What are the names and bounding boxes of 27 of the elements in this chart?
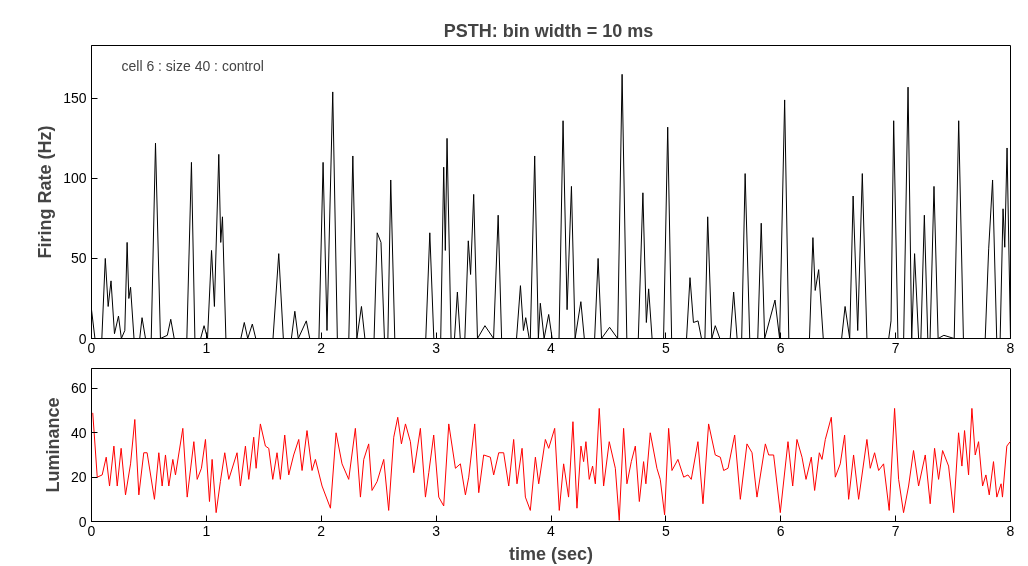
y-tick-label: 150 xyxy=(63,90,87,107)
y-tick-label: 20 xyxy=(70,469,87,486)
x-tick-label: 7 xyxy=(891,522,900,539)
x-tick-label: 6 xyxy=(776,339,785,356)
annotation: cell 6 : size 40 : control xyxy=(121,57,264,74)
x-tick-label: 3 xyxy=(432,522,441,539)
x-tick-label: 1 xyxy=(202,522,211,539)
x-tick-label: 4 xyxy=(547,522,556,539)
x-tick-label: 2 xyxy=(317,339,326,356)
x-tick-label: 3 xyxy=(432,339,441,356)
x-tick-label: 2 xyxy=(317,522,326,539)
x-tick-label: 5 xyxy=(661,339,670,356)
x-tick-label: 1 xyxy=(202,339,211,356)
y-tick-label: 50 xyxy=(70,250,87,267)
y-axis-title: Luminance xyxy=(42,397,63,493)
y-axis-title: Firing Rate (Hz) xyxy=(35,125,56,259)
y-tick-label: 60 xyxy=(70,380,87,397)
x-tick-label: 6 xyxy=(776,522,785,539)
y-tick-label: 100 xyxy=(63,170,87,187)
x-tick-label: 4 xyxy=(547,339,556,356)
chart-title: PSTH: bin width = 10 ms xyxy=(443,20,654,41)
x-tick-label: 5 xyxy=(661,522,670,539)
y-tick-label: 40 xyxy=(70,424,87,441)
x-axis-title: time (sec) xyxy=(508,543,594,564)
x-tick-label: 8 xyxy=(1006,339,1015,356)
x-tick-label: 8 xyxy=(1006,522,1015,539)
x-tick-label: 7 xyxy=(891,339,900,356)
